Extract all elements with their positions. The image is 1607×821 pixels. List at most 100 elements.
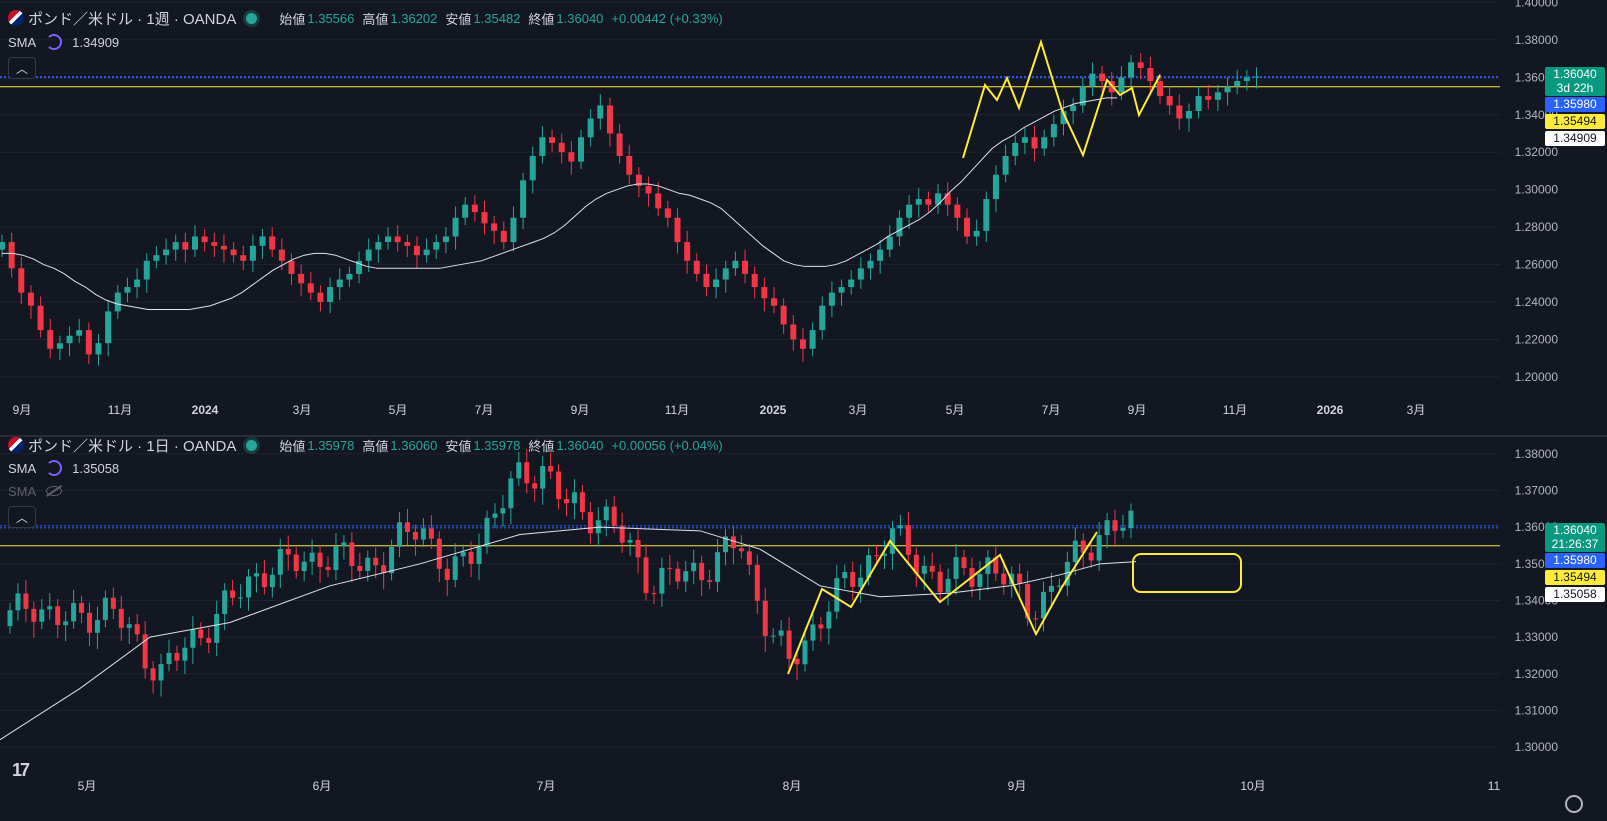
sma-refresh-icon[interactable] <box>46 34 63 50</box>
candle-body <box>548 465 554 472</box>
candle-body <box>771 298 777 306</box>
candle-body <box>39 609 45 622</box>
candle-body <box>500 230 507 243</box>
settings-gear-icon[interactable] <box>1565 795 1583 813</box>
candle-body <box>913 554 919 574</box>
open-value: 1.35566 <box>307 10 355 26</box>
candle-body <box>954 204 961 218</box>
low-label: 安値 <box>445 438 472 454</box>
collapse-chevron-icon[interactable]: ︿ <box>8 57 36 79</box>
candle-body <box>85 330 92 355</box>
daily-chart-svg[interactable]: 1.380001.370001.360001.350001.340001.330… <box>0 437 1607 821</box>
candle-body <box>15 593 21 611</box>
candle-body <box>867 260 874 269</box>
sma-hidden-legend[interactable]: SMA <box>8 482 63 500</box>
candle-body <box>8 242 15 269</box>
candle-body <box>961 557 967 569</box>
candle-body <box>516 462 522 479</box>
x-tick-label: 11月 <box>1223 403 1247 417</box>
candle-body <box>166 652 172 665</box>
candle-body <box>935 193 942 205</box>
candle-body <box>780 305 787 325</box>
sma-refresh-icon[interactable] <box>46 460 63 476</box>
candle-body <box>110 597 116 609</box>
collapse-chevron-icon[interactable]: ︿ <box>8 506 36 528</box>
high-value: 1.36060 <box>390 437 438 453</box>
candle-body <box>307 283 314 293</box>
candle-body <box>611 506 617 526</box>
candle-body <box>532 483 538 489</box>
candle-body <box>444 568 450 580</box>
candle-body <box>595 520 601 534</box>
candle-body <box>126 624 132 628</box>
sma-hidden-name: SMA <box>8 483 37 499</box>
market-status-icon[interactable] <box>246 12 258 24</box>
candle-body <box>1214 92 1221 100</box>
symbol-title[interactable]: ポンド／米ドル · 1日 · OANDA <box>28 437 237 455</box>
candle-body <box>1050 124 1057 138</box>
market-status-icon[interactable] <box>246 439 258 451</box>
candle-body <box>1253 76 1260 78</box>
candle-body <box>1001 573 1007 585</box>
low-value: 1.35978 <box>473 437 521 453</box>
candle-body <box>723 536 728 553</box>
x-tick-label: 9月 <box>1008 779 1027 793</box>
candle-body <box>906 204 913 218</box>
tradingview-logo-icon[interactable]: 17 <box>12 760 30 780</box>
candle-body <box>529 155 536 181</box>
y-tick-label: 1.20000 <box>1515 370 1559 384</box>
weekly-chart-pane[interactable]: 1.40000 1.38000 1.36000 1.34000 1.32000 1.300… <box>0 0 1607 432</box>
x-tick-label: 3月 <box>1407 403 1426 417</box>
daily-chart-pane[interactable]: 1.38000 1.37000 1.36000 1.35000 1.34000 1.330… <box>0 435 1607 821</box>
candle-body <box>1137 62 1144 68</box>
symbol-title[interactable]: ポンド／米ドル · 1週 · OANDA <box>28 10 237 28</box>
candle-body <box>1099 73 1106 82</box>
candle-body <box>790 324 797 340</box>
candle-body <box>1104 520 1110 536</box>
candle-body <box>925 199 932 205</box>
candle-body <box>1048 585 1054 592</box>
candle-body <box>683 571 689 582</box>
candle-body <box>713 279 720 288</box>
sma-legend[interactable]: SMA 1.34909 <box>8 33 119 51</box>
sma-name: SMA <box>8 34 37 50</box>
x-tick-label: 11月 <box>108 403 132 417</box>
candle-body <box>317 552 323 567</box>
candle-body <box>452 217 459 237</box>
candle-body <box>742 260 749 274</box>
candle-body <box>921 565 927 574</box>
candle-body <box>333 546 339 570</box>
candle-body <box>412 531 418 540</box>
candle-body <box>1128 62 1135 78</box>
x-tick-label: 5月 <box>78 779 97 793</box>
x-tick-label: 9月 <box>1128 403 1147 417</box>
candle-body <box>373 557 379 566</box>
candle-body <box>18 268 25 293</box>
sma-legend[interactable]: SMA 1.35058 <box>8 459 119 477</box>
candle-body <box>1079 86 1086 106</box>
candle-body <box>929 565 935 572</box>
candle-body <box>564 499 569 504</box>
x-tick-label: 9月 <box>571 403 590 417</box>
candle-body <box>336 279 343 288</box>
candle-body <box>655 193 662 209</box>
candle-body <box>1128 510 1134 528</box>
candle-body <box>1060 111 1067 125</box>
candle-body <box>214 613 220 643</box>
candle-body <box>158 664 164 681</box>
candle-body <box>134 279 141 288</box>
last-price-badge: 1.36040 3d 22h <box>1545 67 1605 96</box>
candle-body <box>945 578 951 593</box>
candle-body <box>442 236 449 243</box>
candle-body <box>182 647 188 661</box>
y-tick-label: 1.26000 <box>1515 258 1559 272</box>
x-tick-label: 2025 <box>760 403 787 417</box>
candle-body <box>27 292 34 306</box>
candle-body <box>293 554 299 572</box>
weekly-chart-svg[interactable]: 1.400001.380001.360001.340001.320001.300… <box>0 0 1607 432</box>
eye-hidden-icon[interactable] <box>46 486 63 496</box>
candle-body <box>397 522 403 547</box>
candle-body <box>828 292 835 306</box>
candle-body <box>937 571 943 593</box>
candle-body <box>7 610 13 627</box>
